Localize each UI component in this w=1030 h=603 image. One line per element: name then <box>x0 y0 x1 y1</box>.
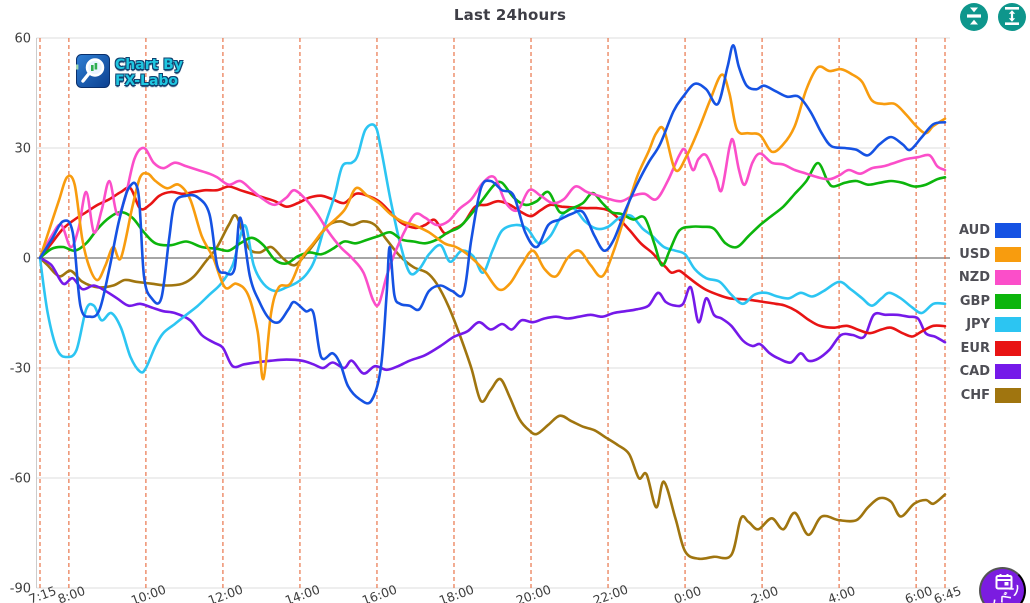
legend-item-aud[interactable]: AUD <box>942 219 1021 243</box>
x-tick-label: 18:00 <box>437 582 476 603</box>
series-line-jpy <box>38 123 947 374</box>
legend-label: GBP <box>959 293 990 309</box>
legend-item-cad[interactable]: CAD <box>942 360 1021 384</box>
series-line-cad <box>38 256 947 375</box>
legend-item-chf[interactable]: CHF <box>942 384 1021 408</box>
watermark-line1: Chart By <box>115 57 183 73</box>
legend: AUD USD NZD GBP JPY EUR CAD CHF <box>942 219 1021 407</box>
x-tick-label: 20:00 <box>514 582 553 603</box>
legend-swatch <box>995 340 1021 356</box>
legend-swatch <box>995 270 1021 286</box>
legend-item-usd[interactable]: USD <box>942 243 1021 267</box>
series-line-usd <box>38 65 947 381</box>
expand-vertical-button[interactable] <box>998 3 1026 31</box>
legend-swatch <box>995 387 1021 403</box>
y-tick-label: -60 <box>10 472 31 487</box>
y-tick-label: -30 <box>10 362 31 377</box>
legend-swatch <box>995 293 1021 309</box>
legend-label: CHF <box>960 387 990 403</box>
x-tick-label: 8:00 <box>56 583 88 603</box>
series-line-aud <box>38 44 947 405</box>
compress-vertical-icon <box>964 6 984 29</box>
legend-item-nzd[interactable]: NZD <box>942 266 1021 290</box>
legend-swatch <box>995 317 1021 333</box>
chart-title: Last 24hours <box>453 6 567 24</box>
series-line-eur <box>38 185 947 338</box>
x-tick-label: 16:00 <box>360 582 399 603</box>
y-tick-label: 60 <box>14 32 31 47</box>
x-tick-label: 14:00 <box>283 582 322 603</box>
legend-item-gbp[interactable]: GBP <box>942 290 1021 314</box>
legend-label: USD <box>959 246 990 262</box>
watermark-line2: FX-Labo <box>115 73 179 89</box>
x-tick-label: 6:45 <box>932 583 964 603</box>
compress-vertical-button[interactable] <box>960 3 988 31</box>
magnifier-candles-icon <box>76 54 110 92</box>
series-line-chf <box>38 213 947 561</box>
legend-label: CAD <box>959 364 990 380</box>
legend-swatch <box>995 246 1021 262</box>
y-tick-label: 30 <box>14 142 31 157</box>
x-tick-label: 12:00 <box>206 582 245 603</box>
series-line-nzd <box>38 137 947 308</box>
x-tick-label: 6:00 <box>903 583 935 603</box>
expand-vertical-icon <box>1002 6 1022 29</box>
x-tick-label: 0:00 <box>672 583 704 603</box>
legend-label: JPY <box>966 317 990 333</box>
legend-label: NZD <box>958 270 990 286</box>
y-tick-label: 0 <box>23 252 31 267</box>
legend-item-eur[interactable]: EUR <box>942 337 1021 361</box>
legend-label: AUD <box>958 223 990 239</box>
x-tick-label: 10:00 <box>129 582 168 603</box>
x-tick-label: 2:00 <box>749 583 781 603</box>
legend-label: EUR <box>960 340 990 356</box>
x-tick-label: 4:00 <box>826 583 858 603</box>
legend-swatch <box>995 223 1021 239</box>
legend-item-jpy[interactable]: JPY <box>942 313 1021 337</box>
x-tick-label: 7:15 <box>27 583 59 603</box>
legend-swatch <box>995 364 1021 380</box>
event-button[interactable]: イベン <box>979 567 1026 603</box>
fx-labo-watermark: Chart By FX-Labo <box>76 54 183 92</box>
x-tick-label: 22:00 <box>591 582 630 603</box>
y-tick-label: -90 <box>10 582 31 597</box>
